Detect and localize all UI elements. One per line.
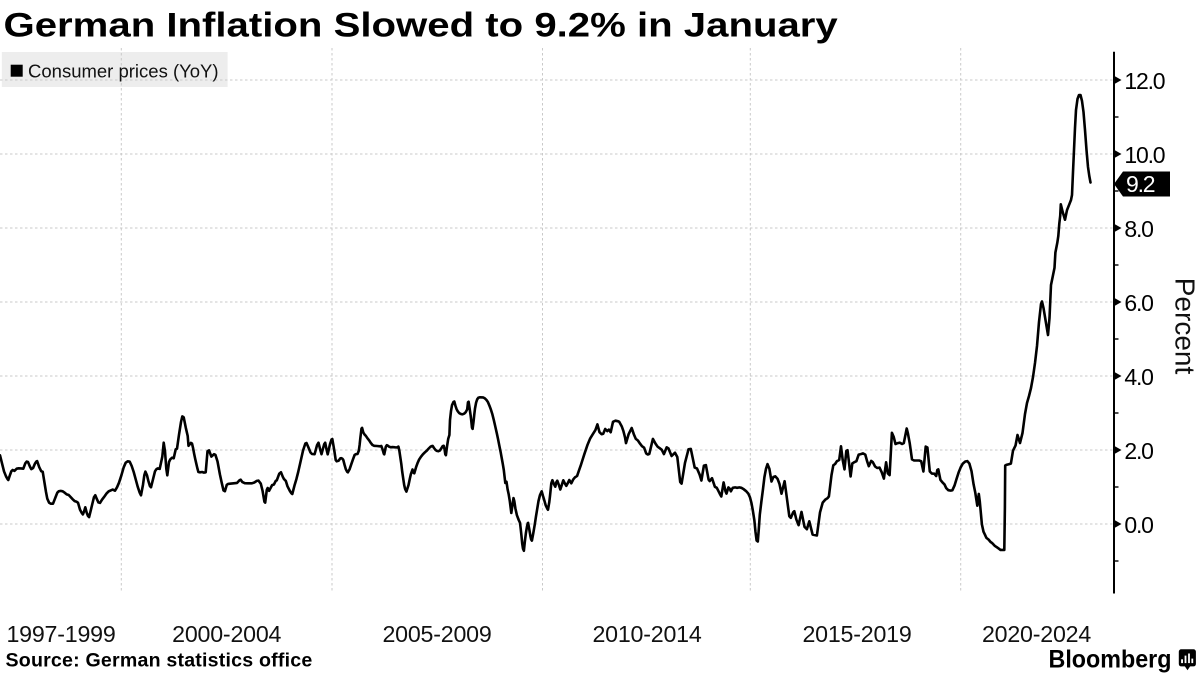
svg-text:2010-2014: 2010-2014 [592, 621, 701, 647]
svg-text:2020-2024: 2020-2024 [982, 621, 1091, 647]
svg-text:6.0: 6.0 [1124, 290, 1153, 316]
svg-text:1997-1999: 1997-1999 [6, 621, 115, 647]
svg-text:2000-2004: 2000-2004 [172, 621, 281, 647]
svg-text:0.0: 0.0 [1124, 512, 1153, 538]
svg-text:8.0: 8.0 [1124, 216, 1153, 242]
svg-text:2005-2009: 2005-2009 [382, 621, 491, 647]
svg-text:2015-2019: 2015-2019 [802, 621, 911, 647]
svg-text:Source: German statistics offi: Source: German statistics office [6, 650, 313, 672]
svg-text:9.2: 9.2 [1126, 171, 1155, 197]
svg-text:4.0: 4.0 [1124, 364, 1153, 390]
svg-text:2.0: 2.0 [1124, 438, 1153, 464]
svg-text:German Inflation Slowed to 9.2: German Inflation Slowed to 9.2% in Janua… [4, 5, 838, 44]
svg-text:12.0: 12.0 [1124, 68, 1164, 94]
svg-text:10.0: 10.0 [1124, 142, 1164, 168]
svg-text:Consumer prices (YoY): Consumer prices (YoY) [28, 61, 219, 82]
svg-text:Bloomberg: Bloomberg [1049, 645, 1172, 673]
svg-text:Percent: Percent [1170, 278, 1200, 375]
